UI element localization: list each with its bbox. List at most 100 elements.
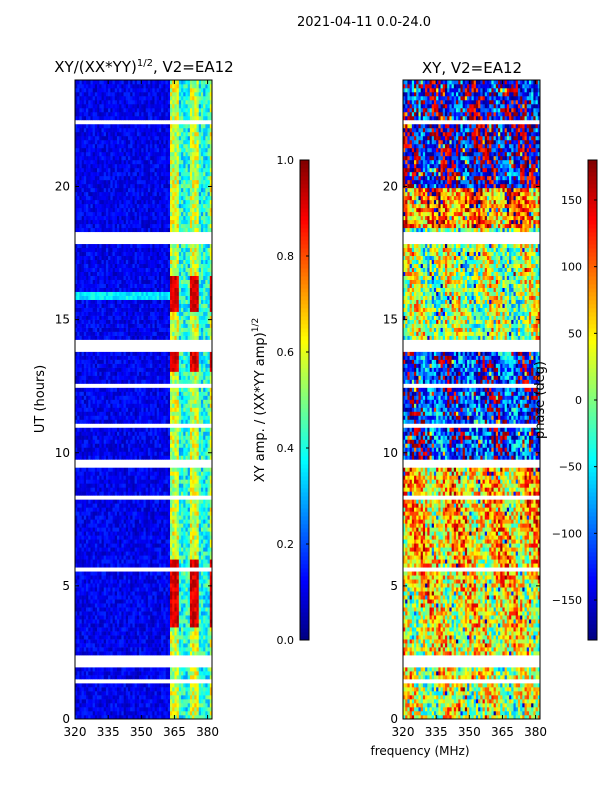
- amplitude-cell: [185, 551, 188, 555]
- figure: 2021-04-11 0.0-24.0 XY/(XX*YY)1/2, V2=EA…: [0, 0, 600, 800]
- amplitude-cell: [152, 703, 155, 707]
- amplitude-cell: [203, 647, 206, 651]
- amplitude-cell: [194, 591, 197, 595]
- amplitude-cell: [166, 563, 169, 567]
- amplitude-cell: [155, 695, 158, 699]
- amplitude-cell: [144, 555, 147, 559]
- amplitude-cell: [77, 683, 80, 687]
- amplitude-cell: [93, 615, 96, 619]
- amplitude-cell: [161, 539, 164, 543]
- amplitude-cell: [201, 563, 204, 567]
- amplitude-cell: [115, 631, 118, 635]
- amplitude-cell: [119, 579, 122, 583]
- amplitude-cell: [139, 543, 142, 547]
- amplitude-cell: [172, 631, 175, 635]
- amplitude-cell: [208, 643, 211, 647]
- amplitude-cell: [194, 555, 197, 559]
- amplitude-cell: [102, 631, 105, 635]
- amplitude-cell: [108, 611, 111, 615]
- amplitude-cell: [106, 699, 109, 703]
- amplitude-cell: [174, 711, 177, 715]
- amplitude-cell: [119, 651, 122, 655]
- amplitude-cell: [115, 691, 118, 695]
- amplitude-cell: [205, 571, 208, 575]
- amplitude-cell: [132, 531, 135, 535]
- amplitude-cell: [126, 631, 129, 635]
- amplitude-cell: [199, 631, 202, 635]
- amplitude-cell: [170, 619, 173, 623]
- amplitude-cell: [119, 555, 122, 559]
- amplitude-cell: [144, 623, 147, 627]
- amplitude-cell: [135, 687, 138, 691]
- amplitude-cell: [137, 559, 140, 563]
- amplitude-cell: [126, 595, 129, 599]
- amplitude-cell: [168, 595, 171, 599]
- amplitude-cell: [97, 539, 100, 543]
- amplitude-cell: [208, 543, 211, 547]
- amplitude-cell: [174, 563, 177, 567]
- amplitude-cell: [161, 523, 164, 527]
- amplitude-cell: [141, 695, 144, 699]
- amplitude-cell: [135, 523, 138, 527]
- amplitude-cell: [208, 635, 211, 639]
- amplitude-cell: [113, 699, 116, 703]
- amplitude-cell: [159, 559, 162, 563]
- amplitude-cell: [159, 539, 162, 543]
- amplitude-cell: [177, 627, 180, 631]
- amplitude-cell: [99, 527, 102, 531]
- flagged-row: [75, 567, 212, 571]
- amplitude-cell: [159, 699, 162, 703]
- amplitude-cell: [161, 547, 164, 551]
- amplitude-cell: [77, 651, 80, 655]
- amplitude-cell: [177, 635, 180, 639]
- amplitude-cell: [79, 711, 82, 715]
- amplitude-cell: [128, 595, 131, 599]
- amplitude-cell: [106, 683, 109, 687]
- amplitude-cell: [84, 611, 87, 615]
- amplitude-cell: [157, 647, 160, 651]
- amplitude-cell: [128, 583, 131, 587]
- amplitude-cell: [97, 595, 100, 599]
- amplitude-cell: [150, 587, 153, 591]
- amplitude-cell: [201, 635, 204, 639]
- amplitude-cell: [152, 579, 155, 583]
- amplitude-cell: [90, 599, 93, 603]
- amplitude-cell: [90, 675, 93, 679]
- amplitude-cell: [93, 523, 96, 527]
- amplitude-cell: [190, 707, 193, 711]
- amplitude-cell: [170, 527, 173, 531]
- amplitude-cell: [163, 523, 166, 527]
- amplitude-cell: [150, 547, 153, 551]
- amplitude-cell: [115, 703, 118, 707]
- amplitude-cell: [102, 539, 105, 543]
- amplitude-cell: [117, 675, 120, 679]
- amplitude-cell: [77, 687, 80, 691]
- amplitude-cell: [146, 631, 149, 635]
- amplitude-cell: [88, 535, 91, 539]
- amplitude-cell: [110, 671, 113, 675]
- amplitude-cell: [106, 639, 109, 643]
- amplitude-cell: [179, 707, 182, 711]
- amplitude-cell: [190, 695, 193, 699]
- amplitude-cell: [170, 523, 173, 527]
- amplitude-cell: [79, 531, 82, 535]
- amplitude-cell: [161, 607, 164, 611]
- amplitude-cell: [190, 611, 193, 615]
- amplitude-cell: [172, 627, 175, 631]
- amplitude-cell: [168, 607, 171, 611]
- amplitude-cell: [88, 683, 91, 687]
- amplitude-cell: [82, 667, 85, 671]
- amplitude-cell: [132, 559, 135, 563]
- amplitude-cell: [201, 651, 204, 655]
- amplitude-cell: [148, 639, 151, 643]
- amplitude-cell: [126, 571, 129, 575]
- amplitude-cell: [115, 595, 118, 599]
- amplitude-cell: [86, 611, 89, 615]
- amplitude-cell: [124, 675, 127, 679]
- amplitude-cell: [157, 543, 160, 547]
- amplitude-cell: [170, 559, 173, 563]
- amplitude-cell: [170, 627, 173, 631]
- amplitude-cell: [139, 599, 142, 603]
- amplitude-cell: [163, 707, 166, 711]
- amplitude-cell: [203, 527, 206, 531]
